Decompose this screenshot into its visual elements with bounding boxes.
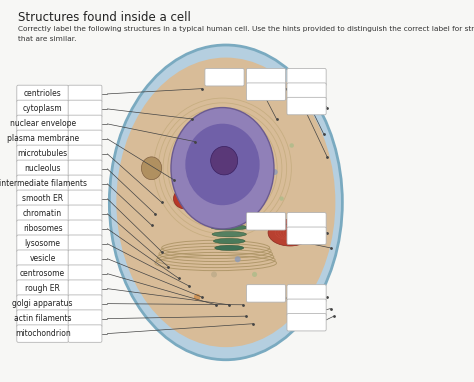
Ellipse shape xyxy=(171,108,274,229)
Ellipse shape xyxy=(290,143,294,148)
Text: mitochondrion: mitochondrion xyxy=(15,329,71,338)
Ellipse shape xyxy=(272,169,278,175)
FancyBboxPatch shape xyxy=(68,160,102,178)
Ellipse shape xyxy=(235,256,241,262)
FancyBboxPatch shape xyxy=(17,175,68,193)
FancyBboxPatch shape xyxy=(17,115,68,133)
FancyBboxPatch shape xyxy=(17,295,68,312)
FancyBboxPatch shape xyxy=(17,100,68,118)
FancyBboxPatch shape xyxy=(68,250,102,267)
FancyBboxPatch shape xyxy=(17,160,68,178)
Ellipse shape xyxy=(212,218,246,223)
Ellipse shape xyxy=(252,272,257,277)
Text: intermediate filaments: intermediate filaments xyxy=(0,179,87,188)
Ellipse shape xyxy=(246,219,250,224)
FancyBboxPatch shape xyxy=(17,190,68,207)
Text: chromatin: chromatin xyxy=(23,209,62,218)
Ellipse shape xyxy=(109,45,342,360)
FancyBboxPatch shape xyxy=(17,310,68,327)
Ellipse shape xyxy=(212,231,246,237)
Text: golgi apparatus: golgi apparatus xyxy=(12,299,73,308)
FancyBboxPatch shape xyxy=(17,85,68,103)
FancyBboxPatch shape xyxy=(17,325,68,342)
FancyBboxPatch shape xyxy=(68,310,102,327)
Ellipse shape xyxy=(116,58,336,347)
FancyBboxPatch shape xyxy=(68,175,102,193)
Text: rough ER: rough ER xyxy=(25,284,60,293)
FancyBboxPatch shape xyxy=(287,83,326,100)
Ellipse shape xyxy=(211,272,217,277)
FancyBboxPatch shape xyxy=(68,115,102,133)
FancyBboxPatch shape xyxy=(287,68,326,86)
FancyBboxPatch shape xyxy=(68,205,102,222)
Text: Correctly label the following structures in a typical human cell. Use the hints : Correctly label the following structures… xyxy=(18,26,474,32)
FancyBboxPatch shape xyxy=(68,130,102,147)
Ellipse shape xyxy=(296,219,301,223)
FancyBboxPatch shape xyxy=(17,145,68,163)
Text: cytoplasm: cytoplasm xyxy=(23,104,63,113)
Text: centrioles: centrioles xyxy=(24,89,62,99)
FancyBboxPatch shape xyxy=(17,220,68,238)
Ellipse shape xyxy=(194,294,201,301)
Text: nucleolus: nucleolus xyxy=(24,164,61,173)
Text: centrosome: centrosome xyxy=(20,269,65,278)
Ellipse shape xyxy=(213,238,245,244)
FancyBboxPatch shape xyxy=(287,285,326,302)
FancyBboxPatch shape xyxy=(17,235,68,253)
FancyBboxPatch shape xyxy=(68,295,102,312)
FancyBboxPatch shape xyxy=(287,299,326,317)
FancyBboxPatch shape xyxy=(68,235,102,253)
FancyBboxPatch shape xyxy=(68,85,102,103)
FancyBboxPatch shape xyxy=(17,280,68,297)
Text: smooth ER: smooth ER xyxy=(22,194,63,203)
Text: vesicle: vesicle xyxy=(29,254,56,263)
Ellipse shape xyxy=(210,146,237,175)
Ellipse shape xyxy=(252,150,257,156)
FancyBboxPatch shape xyxy=(68,280,102,297)
Ellipse shape xyxy=(210,225,248,230)
FancyBboxPatch shape xyxy=(287,97,326,115)
FancyBboxPatch shape xyxy=(287,314,326,331)
Ellipse shape xyxy=(215,245,244,251)
Ellipse shape xyxy=(215,204,244,210)
FancyBboxPatch shape xyxy=(246,83,286,100)
FancyBboxPatch shape xyxy=(287,227,326,244)
Text: Structures found inside a cell: Structures found inside a cell xyxy=(18,11,191,24)
Text: that are similar.: that are similar. xyxy=(18,36,77,42)
FancyBboxPatch shape xyxy=(246,285,286,302)
Text: actin filaments: actin filaments xyxy=(14,314,72,323)
FancyBboxPatch shape xyxy=(17,265,68,282)
FancyBboxPatch shape xyxy=(205,68,244,86)
FancyBboxPatch shape xyxy=(246,68,286,86)
Text: ribosomes: ribosomes xyxy=(23,224,63,233)
Ellipse shape xyxy=(173,188,197,209)
Text: plasma membrane: plasma membrane xyxy=(7,134,79,143)
Text: lysosome: lysosome xyxy=(25,239,61,248)
Ellipse shape xyxy=(268,219,312,246)
FancyBboxPatch shape xyxy=(17,130,68,147)
FancyBboxPatch shape xyxy=(68,265,102,282)
Text: nuclear envelope: nuclear envelope xyxy=(9,120,76,128)
FancyBboxPatch shape xyxy=(68,100,102,118)
FancyBboxPatch shape xyxy=(17,205,68,222)
Text: microtubules: microtubules xyxy=(18,149,68,158)
FancyBboxPatch shape xyxy=(287,213,326,230)
FancyBboxPatch shape xyxy=(68,190,102,207)
Ellipse shape xyxy=(213,211,245,217)
FancyBboxPatch shape xyxy=(68,325,102,342)
Ellipse shape xyxy=(185,124,260,205)
FancyBboxPatch shape xyxy=(246,213,286,230)
FancyBboxPatch shape xyxy=(68,220,102,238)
FancyBboxPatch shape xyxy=(17,250,68,267)
Ellipse shape xyxy=(279,196,284,201)
FancyBboxPatch shape xyxy=(68,145,102,163)
Ellipse shape xyxy=(141,157,162,180)
